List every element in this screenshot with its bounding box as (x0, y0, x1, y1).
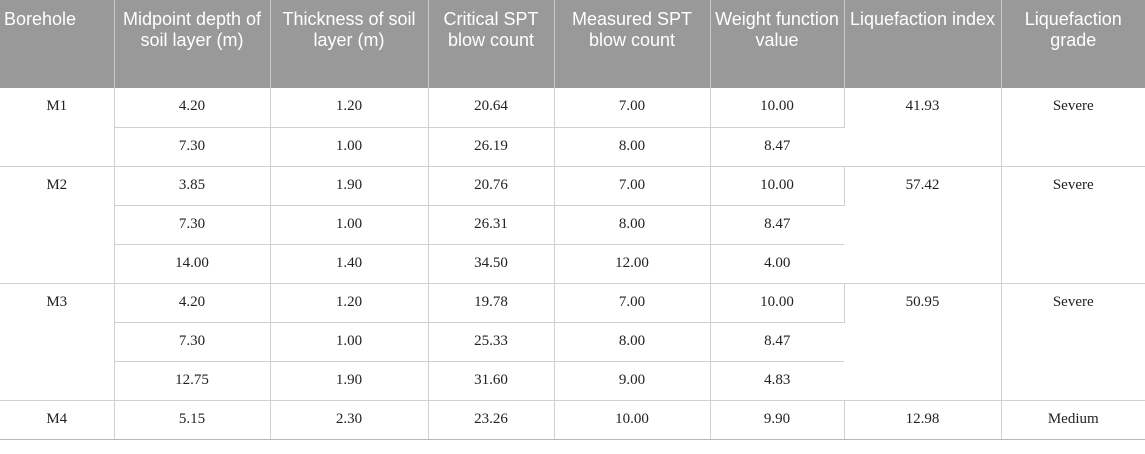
critical-spt-cell: 25.33 (428, 322, 555, 362)
midpoint-depth-cell: 7.30 (114, 322, 271, 362)
table-row: M4 5.15 2.30 23.26 10.00 9.90 12.98 Medi… (0, 399, 1145, 440)
thickness-cell: 1.20 (270, 282, 429, 323)
midpoint-depth-cell: 7.30 (114, 205, 271, 245)
header-liquefaction-index: Liquefaction index (844, 0, 1002, 88)
table-row: 7.30 1.00 25.33 8.00 8.47 (0, 322, 1145, 362)
midpoint-depth-cell: 4.20 (114, 88, 271, 128)
header-borehole: Borehole (0, 0, 115, 88)
thickness-cell: 1.00 (270, 322, 429, 362)
liquefaction-index-cell: 57.42 (844, 165, 1002, 284)
critical-spt-cell: 26.19 (428, 127, 555, 167)
weight-function-cell: 4.00 (710, 244, 844, 284)
borehole-cell: M3 (0, 282, 115, 401)
liquefaction-index-cell: 41.93 (844, 88, 1002, 167)
weight-function-cell: 10.00 (710, 88, 845, 128)
midpoint-depth-cell: 4.20 (114, 282, 271, 323)
measured-spt-cell: 7.00 (554, 88, 711, 128)
measured-spt-cell: 8.00 (554, 205, 711, 245)
table-row: M1 4.20 1.20 20.64 7.00 10.00 41.93 Seve… (0, 88, 1145, 167)
header-row: Borehole Midpoint depth of soil layer (m… (0, 0, 1145, 88)
borehole-cell: M4 (0, 399, 115, 440)
measured-spt-cell: 9.00 (554, 361, 711, 401)
table-body: M1 4.20 1.20 20.64 7.00 10.00 41.93 Seve… (0, 88, 1145, 440)
liquefaction-index-cell: 50.95 (844, 282, 1002, 401)
thickness-cell: 1.40 (270, 244, 429, 284)
header-critical-spt: Critical SPT blow count (428, 0, 555, 88)
table-row: M3 4.20 1.20 19.78 7.00 10.00 50.95 Seve… (0, 282, 1145, 401)
measured-spt-cell: 8.00 (554, 127, 711, 167)
thickness-cell: 1.90 (270, 165, 429, 206)
midpoint-depth-cell: 7.30 (114, 127, 271, 167)
measured-spt-cell: 7.00 (554, 165, 711, 206)
liquefaction-grade-cell: Severe (1001, 282, 1145, 401)
critical-spt-cell: 34.50 (428, 244, 555, 284)
midpoint-depth-cell: 12.75 (114, 361, 271, 401)
critical-spt-cell: 26.31 (428, 205, 555, 245)
weight-function-cell: 9.90 (710, 399, 845, 440)
weight-function-cell: 8.47 (710, 127, 844, 167)
table-row: 12.75 1.90 31.60 9.00 4.83 (0, 361, 1145, 401)
midpoint-depth-cell: 3.85 (114, 165, 271, 206)
thickness-cell: 1.00 (270, 127, 429, 167)
measured-spt-cell: 10.00 (554, 399, 711, 440)
critical-spt-cell: 19.78 (428, 282, 555, 323)
measured-spt-cell: 7.00 (554, 282, 711, 323)
header-weight-function: Weight function value (710, 0, 845, 88)
critical-spt-cell: 20.64 (428, 88, 555, 128)
weight-function-cell: 10.00 (710, 282, 845, 323)
liquefaction-grade-cell: Severe (1001, 165, 1145, 284)
borehole-cell: M1 (0, 88, 115, 167)
table-row: M2 3.85 1.90 20.76 7.00 10.00 57.42 Seve… (0, 165, 1145, 284)
header-measured-spt: Measured SPT blow count (554, 0, 711, 88)
table-row: 7.30 1.00 26.31 8.00 8.47 (0, 205, 1145, 245)
thickness-cell: 1.00 (270, 205, 429, 245)
critical-spt-cell: 31.60 (428, 361, 555, 401)
header-liquefaction-grade: Liquefaction grade (1001, 0, 1145, 88)
weight-function-cell: 8.47 (710, 322, 844, 362)
thickness-cell: 2.30 (270, 399, 429, 440)
critical-spt-cell: 20.76 (428, 165, 555, 206)
measured-spt-cell: 8.00 (554, 322, 711, 362)
midpoint-depth-cell: 5.15 (114, 399, 271, 440)
borehole-cell: M2 (0, 165, 115, 284)
measured-spt-cell: 12.00 (554, 244, 711, 284)
header-midpoint-depth: Midpoint depth of soil layer (m) (114, 0, 271, 88)
weight-function-cell: 10.00 (710, 165, 845, 206)
weight-function-cell: 8.47 (710, 205, 844, 245)
table-row: 14.00 1.40 34.50 12.00 4.00 (0, 244, 1145, 284)
liquefaction-grade-cell: Medium (1001, 399, 1145, 440)
table-header: Borehole Midpoint depth of soil layer (m… (0, 0, 1145, 88)
thickness-cell: 1.20 (270, 88, 429, 128)
weight-function-cell: 4.83 (710, 361, 844, 401)
liquefaction-grade-cell: Severe (1001, 88, 1145, 167)
midpoint-depth-cell: 14.00 (114, 244, 271, 284)
liquefaction-index-cell: 12.98 (844, 399, 1002, 440)
header-thickness: Thickness of soil layer (m) (270, 0, 429, 88)
liquefaction-table: Borehole Midpoint depth of soil layer (m… (0, 0, 1145, 440)
critical-spt-cell: 23.26 (428, 399, 555, 440)
thickness-cell: 1.90 (270, 361, 429, 401)
